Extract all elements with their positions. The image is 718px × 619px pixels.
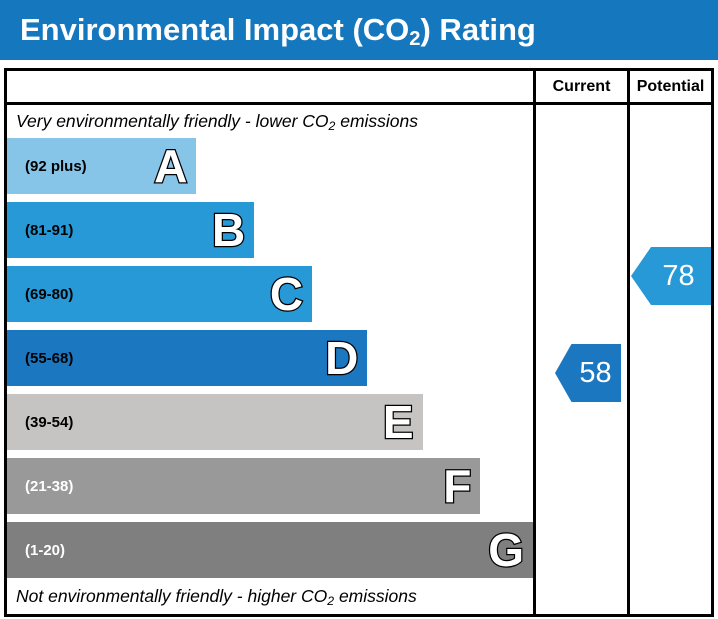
band-range-label: (55-68)	[25, 349, 74, 367]
current-column: 58	[533, 105, 627, 614]
rating-table: Current Potential Very environmentally f…	[4, 68, 714, 617]
bottom-note-subscript: 2	[327, 593, 335, 608]
page-title-subscript: 2	[409, 28, 421, 51]
band-range-label: (92 plus)	[25, 157, 87, 175]
bottom-note-suffix: emissions	[334, 585, 417, 606]
band-letter: F	[442, 460, 473, 512]
header-spacer	[7, 71, 533, 105]
band-range-label: (69-80)	[25, 285, 74, 303]
band-row-c: (69-80) C	[7, 266, 313, 322]
potential-rating-arrow: 78	[631, 247, 711, 305]
band-row-e: (39-54) E	[7, 394, 423, 450]
band-letter: A	[153, 140, 189, 192]
current-rating-arrow: 58	[555, 344, 621, 402]
band-range-label: (1-20)	[25, 541, 66, 559]
bottom-note-text: Not environmentally friendly - higher CO	[16, 585, 328, 606]
potential-column: 78	[627, 105, 711, 614]
page-title: Environmental Impact (CO2) Rating	[20, 12, 536, 51]
top-note: Very environmentally friendly - lower CO…	[7, 105, 533, 138]
band-letter: G	[487, 524, 525, 576]
top-note-subscript: 2	[328, 119, 336, 134]
band-letter: B	[211, 204, 247, 256]
band-row-a: (92 plus) A	[7, 138, 197, 194]
band-letter: E	[382, 396, 415, 448]
top-note-text: Very environmentally friendly - lower CO	[16, 111, 329, 131]
current-rating-value: 58	[579, 356, 612, 389]
page-title-prefix: Environmental Impact (CO	[20, 12, 410, 47]
band-row-g: (1-20) G	[7, 522, 533, 578]
band-letter: D	[324, 332, 360, 384]
band-row-b: (81-91) B	[7, 202, 255, 258]
bottom-note: Not environmentally friendly - higher CO…	[7, 578, 533, 614]
band-range-label: (81-91)	[25, 221, 74, 239]
band-row-d: (55-68) D	[7, 330, 368, 386]
band-row-f: (21-38) F	[7, 458, 481, 514]
header-potential: Potential	[627, 71, 711, 105]
bands-column: Very environmentally friendly - lower CO…	[7, 105, 533, 614]
header-current: Current	[533, 71, 627, 105]
title-bar: Environmental Impact (CO2) Rating	[0, 0, 718, 60]
band-range-label: (39-54)	[25, 413, 74, 431]
band-letter: C	[269, 268, 305, 320]
band-list: (92 plus) A (81-91) B (69-80) C (55-68) …	[7, 138, 533, 578]
potential-rating-value: 78	[662, 259, 695, 292]
page-title-suffix: ) Rating	[420, 12, 536, 47]
top-note-suffix: emissions	[335, 111, 419, 131]
band-range-label: (21-38)	[25, 477, 74, 495]
